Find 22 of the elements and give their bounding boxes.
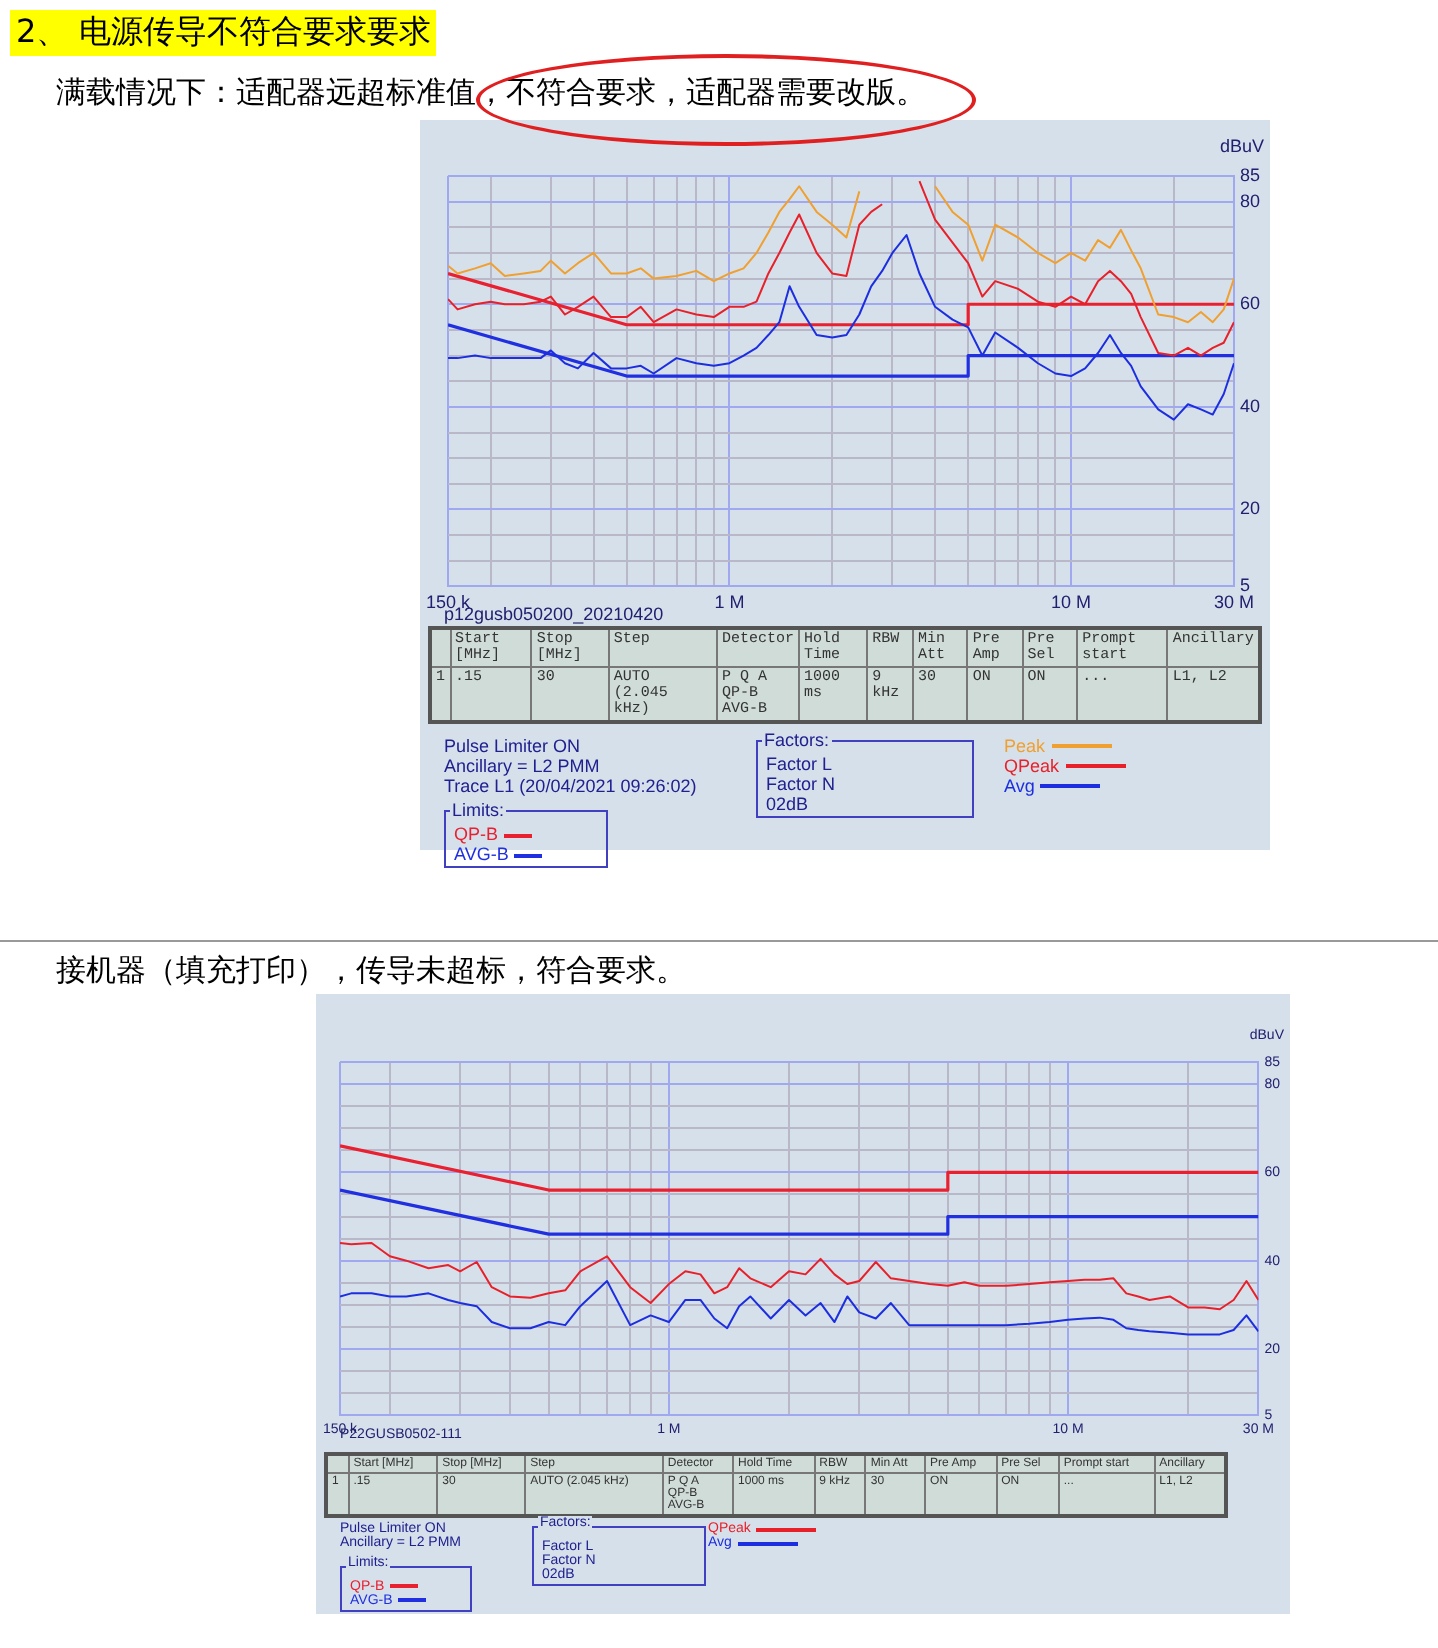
text: Pulse Limiter ON Ancillary = L2 PMM Trace L1 (20/04/2021 09:26:02) xyxy=(444,736,697,796)
x-tick-label: 1 M xyxy=(714,592,745,613)
x-tick-label: 30 M xyxy=(1213,592,1254,613)
text: Factor L Factor N 02dB xyxy=(766,754,838,814)
legend-label: Avg xyxy=(1004,776,1035,796)
chart-subtitle: 满载情况下：适配器远超标准值，不符合要求，适配器需要改版。 xyxy=(56,74,926,112)
y-tick-label: 85 xyxy=(1239,164,1261,185)
legend-label: Peak xyxy=(1004,736,1046,756)
legend-label: QP-B xyxy=(454,824,499,844)
y-tick-label: 40 xyxy=(1239,395,1261,416)
y-axis-title: dBuV xyxy=(1219,135,1264,156)
legend-label: AVG-B xyxy=(454,844,509,864)
y-tick-label: 80 xyxy=(1239,190,1261,211)
legend-label: QPeak xyxy=(1004,756,1060,776)
chart-title: 2、 电源传导不符合要求要求 xyxy=(10,10,437,56)
chart-subtitle: 接机器（填充打印），传导未超标，符合要求。 xyxy=(56,952,686,990)
x-tick-label: 10 M xyxy=(1050,592,1092,613)
y-tick-label: 60 xyxy=(1239,293,1261,314)
text: Factors: xyxy=(762,730,832,750)
text: Limits: xyxy=(450,800,507,820)
y-tick-label: 20 xyxy=(1239,498,1261,519)
y-tick-label: 5 xyxy=(1239,575,1251,596)
